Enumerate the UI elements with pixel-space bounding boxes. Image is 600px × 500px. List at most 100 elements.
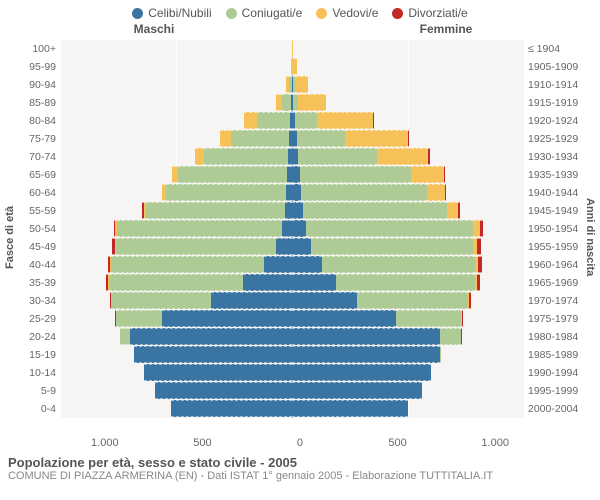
bar-segment	[447, 202, 459, 219]
pyramid-row	[60, 292, 524, 309]
bar-segment	[292, 400, 408, 417]
legend-item: Vedovi/e	[316, 6, 378, 20]
x-tick: 500	[349, 437, 447, 449]
age-label: 75-79	[18, 130, 56, 148]
bar-segment	[276, 238, 292, 255]
bar-segment	[171, 400, 292, 417]
birth-column: ≤ 19041905-19091910-19141915-19191920-19…	[524, 40, 582, 435]
bars-plot	[60, 40, 524, 418]
age-label: 20-24	[18, 328, 56, 346]
pyramid-row	[60, 382, 524, 399]
birth-label: 1960-1964	[528, 256, 582, 274]
age-label: 0-4	[18, 400, 56, 418]
birth-label: 1985-1989	[528, 346, 582, 364]
age-label: 85-89	[18, 94, 56, 112]
label-female: Femmine	[300, 22, 542, 36]
bar-segment	[396, 310, 461, 327]
bar-segment	[211, 292, 292, 309]
birth-label: ≤ 1904	[528, 40, 582, 58]
bar-segment	[408, 130, 409, 147]
bar-segment	[306, 220, 473, 237]
bar-segment	[292, 184, 301, 201]
bar-segment	[295, 112, 317, 129]
age-label: 65-69	[18, 166, 56, 184]
bar-segment	[292, 202, 303, 219]
pyramid-row	[60, 130, 524, 147]
bar-segment	[477, 274, 480, 291]
bar-segment	[231, 130, 289, 147]
bar-segment	[257, 112, 289, 129]
bar-segment	[292, 346, 440, 363]
bar-segment	[134, 346, 292, 363]
birth-label: 1950-1954	[528, 220, 582, 238]
pyramid-row	[60, 148, 524, 165]
x-tick: 500	[154, 437, 252, 449]
bar-segment	[469, 292, 471, 309]
age-label: 10-14	[18, 364, 56, 382]
pyramid-row	[60, 400, 524, 417]
bar-segment	[427, 184, 446, 201]
bar-segment	[130, 328, 292, 345]
pyramid-row	[60, 238, 524, 255]
bar-segment	[111, 256, 264, 273]
bar-segment	[146, 202, 285, 219]
birth-label: 1920-1924	[528, 112, 582, 130]
pyramid-row	[60, 166, 524, 183]
bar-segment	[292, 166, 300, 183]
bar-segment	[297, 130, 346, 147]
chart-area: Fasce di età 100+95-9990-9485-8980-8475-…	[0, 40, 600, 435]
bar-segment	[444, 166, 445, 183]
bar-segment	[292, 40, 293, 57]
pyramid-row	[60, 112, 524, 129]
pyramid-row	[60, 328, 524, 345]
bar-segment	[166, 184, 287, 201]
birth-label: 1940-1944	[528, 184, 582, 202]
age-label: 70-74	[18, 148, 56, 166]
legend-dot	[226, 8, 237, 19]
age-label: 40-44	[18, 256, 56, 274]
birth-label: 1990-1994	[528, 364, 582, 382]
pyramid-row	[60, 40, 524, 57]
bar-segment	[292, 328, 440, 345]
bar-segment	[116, 310, 162, 327]
legend-label: Vedovi/e	[332, 6, 378, 20]
legend-item: Divorziati/e	[392, 6, 467, 20]
pyramid-row	[60, 202, 524, 219]
bar-segment	[377, 148, 428, 165]
legend-label: Divorziati/e	[408, 6, 467, 20]
birth-label: 1915-1919	[528, 94, 582, 112]
bar-segment	[300, 166, 411, 183]
bar-segment	[303, 202, 447, 219]
pyramid-row	[60, 184, 524, 201]
bar-segment	[282, 94, 291, 111]
pyramid-row	[60, 346, 524, 363]
bar-segment	[292, 238, 311, 255]
bar-segment	[285, 202, 292, 219]
label-male: Maschi	[58, 22, 300, 36]
age-label: 95-99	[18, 58, 56, 76]
bar-segment	[292, 58, 296, 75]
bar-segment	[462, 310, 463, 327]
bar-segment	[292, 310, 396, 327]
bar-segment	[117, 220, 282, 237]
age-column: 100+95-9990-9485-8980-8475-7970-7465-696…	[18, 40, 60, 435]
bar-segment	[445, 184, 446, 201]
bar-segment	[243, 274, 292, 291]
bar-segment	[155, 382, 292, 399]
pyramid-row	[60, 274, 524, 291]
birth-label: 1905-1909	[528, 58, 582, 76]
bar-segment	[195, 148, 204, 165]
bar-segment	[292, 292, 357, 309]
x-axis: 1.00050005001.000	[0, 435, 600, 449]
bar-segment	[477, 238, 481, 255]
birth-label: 1995-1999	[528, 382, 582, 400]
bar-segment	[144, 364, 292, 381]
legend-label: Coniugati/e	[242, 6, 303, 20]
bar-segment	[244, 112, 257, 129]
birth-label: 1935-1939	[528, 166, 582, 184]
pyramid-row	[60, 94, 524, 111]
chart-subtitle: COMUNE DI PIAZZA ARMERINA (EN) - Dati IS…	[8, 470, 594, 482]
legend-item: Coniugati/e	[226, 6, 303, 20]
x-tick: 1.000	[56, 437, 154, 449]
bar-segment	[116, 238, 276, 255]
